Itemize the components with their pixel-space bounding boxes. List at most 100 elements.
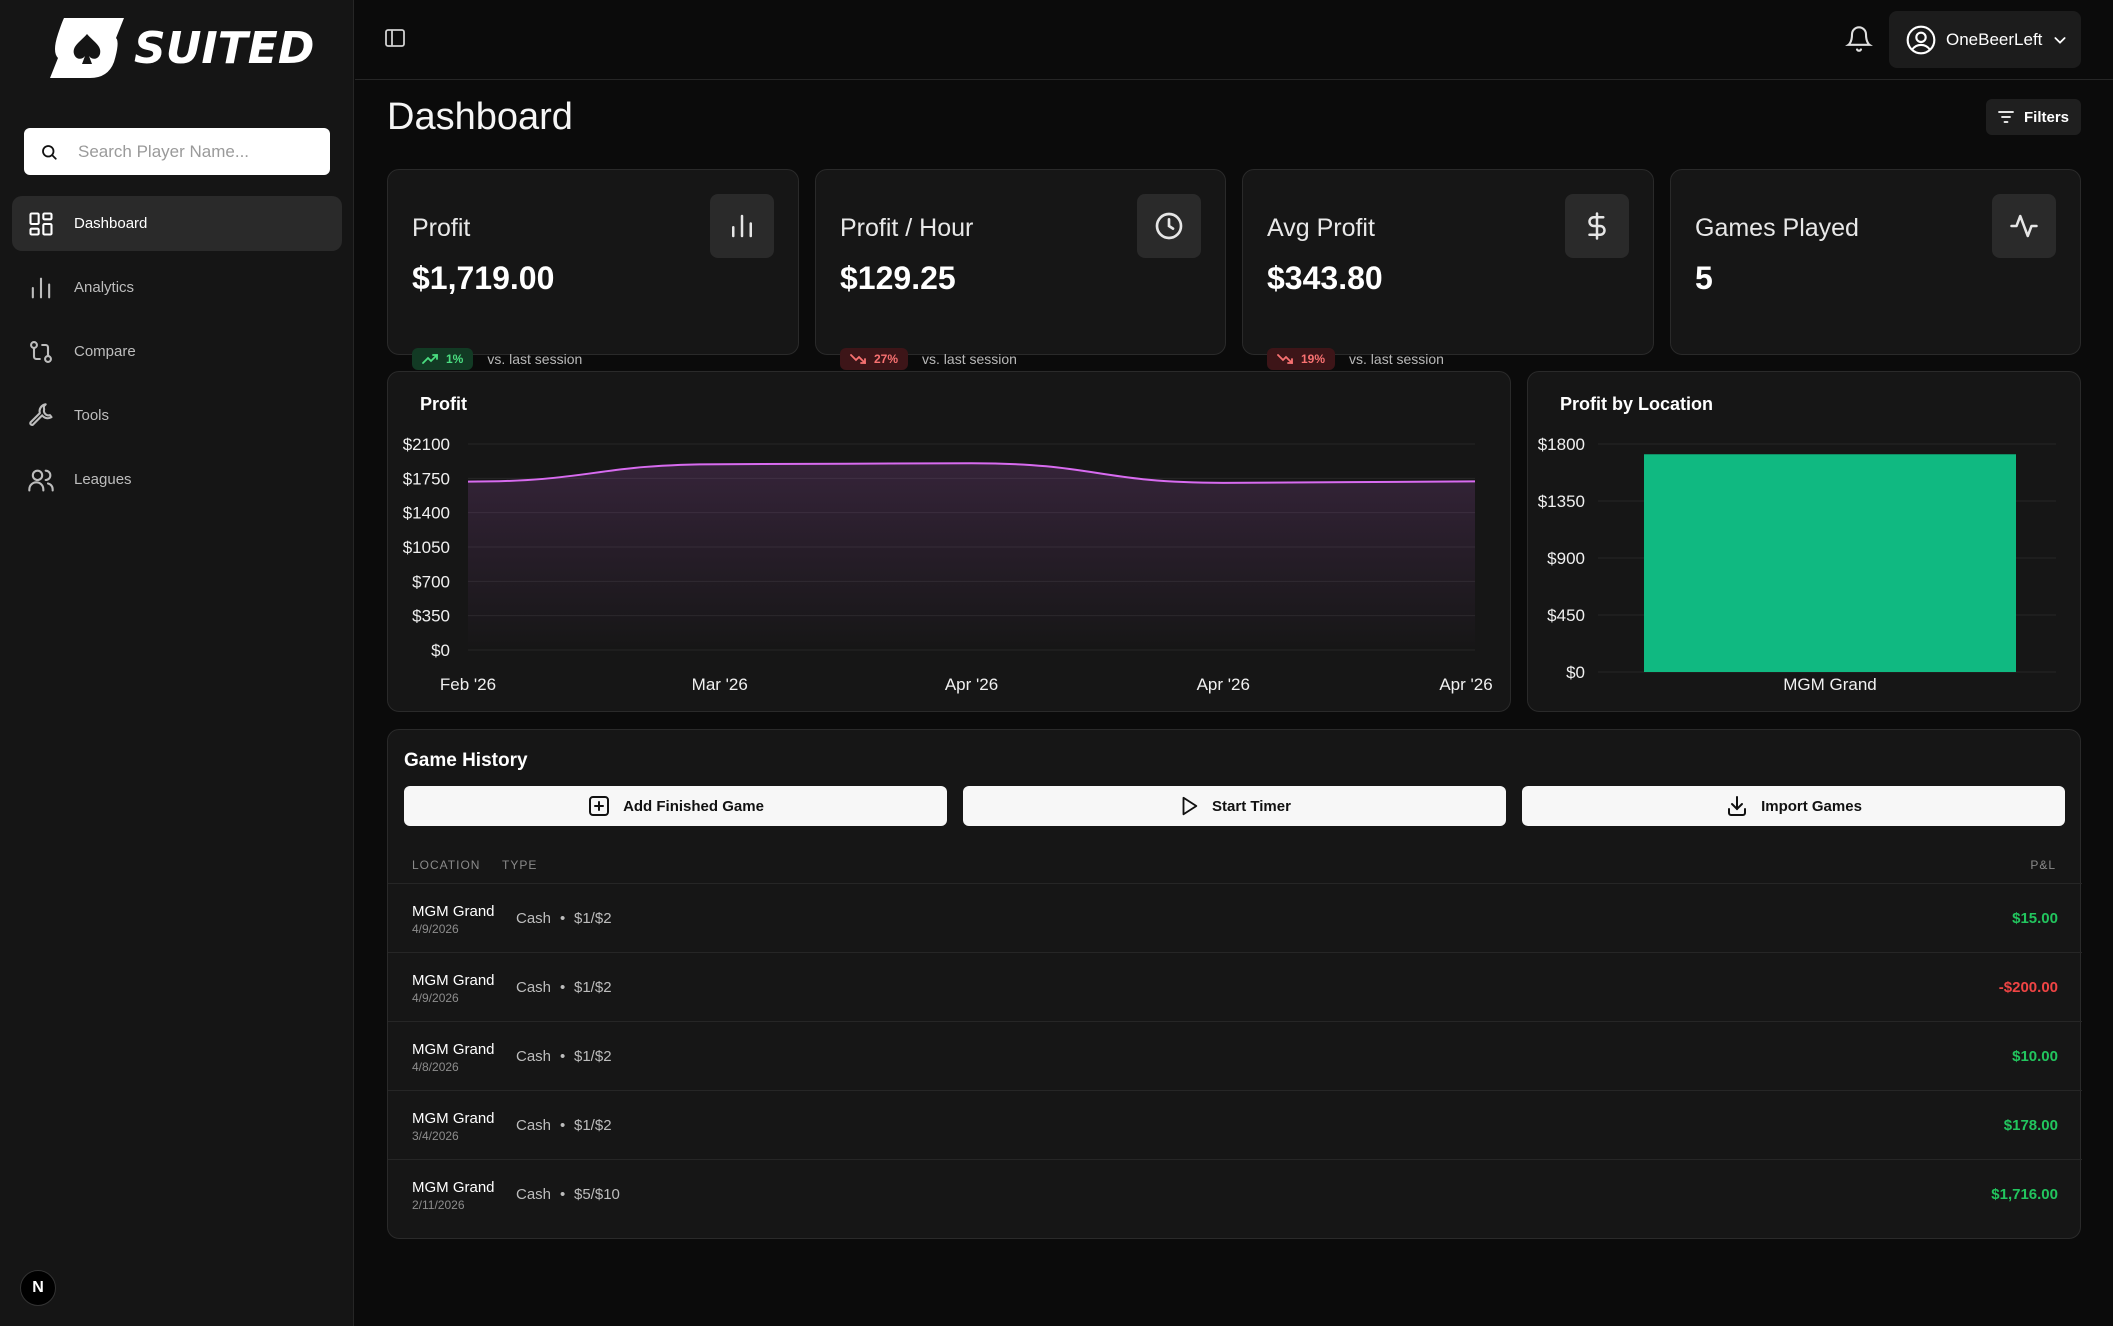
y-tick-label: $1750 [403, 469, 450, 488]
column-header-pnl[interactable]: P&L [2030, 858, 2056, 872]
compare-text: vs. last session [922, 351, 1017, 367]
filters-button[interactable]: Filters [1986, 99, 2081, 135]
sidebar-item-tools[interactable]: Tools [12, 388, 342, 443]
stakes-cell: $1/$2 [574, 1117, 612, 1134]
bar-chart-icon [710, 194, 774, 258]
change-badge: 19% [1267, 348, 1336, 370]
add-finished-game-button[interactable]: Add Finished Game [404, 786, 947, 826]
stat-value: $1,719.00 [412, 260, 555, 296]
dollar-icon [1565, 194, 1629, 258]
y-tick-label: $1800 [1538, 435, 1585, 454]
dashboard-icon [26, 209, 56, 239]
bell-icon[interactable] [1845, 24, 1873, 59]
logo[interactable]: SUITED [50, 18, 314, 78]
stat-value: 5 [1695, 260, 1713, 296]
download-icon [1728, 796, 1747, 816]
stat-card-games-played: Games Played 5 [1670, 169, 2081, 355]
separator-dot: • [560, 1117, 566, 1134]
pnl-cell: $15.00 [2012, 910, 2058, 927]
user-avatar-icon [1906, 25, 1936, 54]
stat-card-profit: Profit $1,719.00 1% vs. last session [387, 169, 799, 370]
username: OneBeerLeft [1946, 29, 2043, 49]
clock-icon [1137, 194, 1201, 258]
separator-dot: • [560, 910, 566, 927]
profit-line-chart: $2100 $1750 $1400 $1050 $700 $350 $0 Feb '26 Mar… [403, 435, 1493, 694]
sidebar-item-label: Compare [74, 343, 136, 360]
stat-card-profit-per-hour: Profit / Hour $129.25 27% vs. last sessi… [815, 169, 1226, 370]
type-cell: Cash [516, 1048, 552, 1065]
sidebar-item-label: Tools [74, 407, 110, 424]
trending-down-icon [850, 354, 866, 364]
chart-title: Profit by Location [1560, 394, 1713, 414]
sidebar-toggle-icon[interactable] [383, 26, 407, 55]
pnl-cell: $10.00 [2012, 1048, 2058, 1065]
search-box[interactable] [24, 128, 330, 175]
section-title: Game History [404, 750, 528, 771]
stakes-cell: $5/$10 [574, 1186, 620, 1203]
stat-label: Avg Profit [1267, 214, 1375, 242]
stakes-cell: $1/$2 [574, 1048, 612, 1065]
wrench-icon [26, 401, 56, 431]
logo-text: SUITED [134, 22, 315, 74]
location-cell: MGM Grand [412, 1179, 495, 1196]
footer-badge[interactable]: N [20, 1270, 56, 1306]
sidebar-item-label: Dashboard [74, 215, 148, 232]
type-cell: Cash [516, 1117, 552, 1134]
date-cell: 3/4/2026 [412, 1129, 459, 1143]
change-badge: 1% [412, 348, 474, 370]
stat-card-avg-profit: Avg Profit $343.80 19% vs. last session [1242, 169, 1654, 370]
location-chart-card: Profit by Location $1800 $1350 $900 $450 $0 M… [1527, 371, 2081, 712]
location-cell: MGM Grand [412, 903, 495, 920]
chart-title: Profit [420, 394, 467, 414]
sidebar-item-compare[interactable]: Compare [12, 324, 342, 379]
separator-dot: • [560, 1186, 566, 1203]
separator-dot: • [560, 979, 566, 996]
bar-chart-icon [26, 273, 56, 303]
start-timer-button[interactable]: Start Timer [963, 786, 1506, 826]
table-row[interactable]: MGM Grand 2/11/2026 Cash • $5/$10 $1,716… [388, 1159, 2082, 1228]
stat-label: Profit / Hour [840, 214, 974, 242]
separator-dot: • [560, 1048, 566, 1065]
table-row[interactable]: MGM Grand 4/9/2026 Cash • $1/$2 $15.00 [388, 883, 2082, 952]
stat-trend: 27% vs. last session [840, 348, 1017, 370]
y-tick-label: $1050 [403, 538, 450, 557]
filters-label: Filters [2023, 108, 2069, 126]
pnl-cell: $1,716.00 [1991, 1186, 2058, 1203]
sidebar-item-leagues[interactable]: Leagues [12, 452, 342, 507]
column-header-location[interactable]: LOCATION [412, 858, 481, 872]
sidebar-nav: Dashboard Analytics Compare [12, 196, 342, 516]
x-tick-label: Feb '26 [440, 675, 496, 694]
date-cell: 4/9/2026 [412, 922, 459, 936]
stat-trend: 1% vs. last session [412, 348, 582, 370]
date-cell: 2/11/2026 [412, 1198, 465, 1212]
sidebar-item-analytics[interactable]: Analytics [12, 260, 342, 315]
y-tick-label: $0 [1566, 663, 1585, 682]
users-icon [26, 465, 56, 495]
x-tick-label: MGM Grand [1783, 675, 1877, 694]
location-bar-chart: $1800 $1350 $900 $450 $0 MGM Grand [1538, 435, 2056, 694]
import-games-button[interactable]: Import Games [1522, 786, 2065, 826]
profit-area [468, 463, 1475, 650]
stat-label: Profit [412, 214, 471, 242]
user-menu-button[interactable]: OneBeerLeft [1889, 11, 2081, 68]
y-tick-label: $700 [412, 572, 450, 591]
stat-trend: 19% vs. last session [1267, 348, 1444, 370]
location-cell: MGM Grand [412, 1041, 495, 1058]
sidebar-item-dashboard[interactable]: Dashboard [12, 196, 342, 251]
spade-logo-icon [50, 18, 124, 78]
table-row[interactable]: MGM Grand 4/9/2026 Cash • $1/$2 -$200.00 [388, 952, 2082, 1021]
activity-icon [1992, 194, 2056, 258]
y-tick-label: $0 [431, 641, 450, 660]
sidebar: SUITED Dashboard Analytics [0, 0, 354, 1326]
table-row[interactable]: MGM Grand 4/8/2026 Cash • $1/$2 $10.00 [388, 1021, 2082, 1090]
game-history-card: Game History Add Finished Game Start Tim… [387, 729, 2082, 1239]
stat-value: $129.25 [840, 260, 956, 296]
column-header-type[interactable]: TYPE [502, 858, 538, 872]
pnl-cell: -$200.00 [1998, 979, 2058, 996]
x-tick-label: Apr '26 [1197, 675, 1250, 694]
table-row[interactable]: MGM Grand 3/4/2026 Cash • $1/$2 $178.00 [388, 1090, 2082, 1159]
bar-mgm-grand [1644, 454, 2016, 672]
x-tick-label: Apr '26 [1439, 675, 1492, 694]
search-input[interactable] [78, 141, 318, 162]
trending-down-icon [1277, 354, 1293, 364]
